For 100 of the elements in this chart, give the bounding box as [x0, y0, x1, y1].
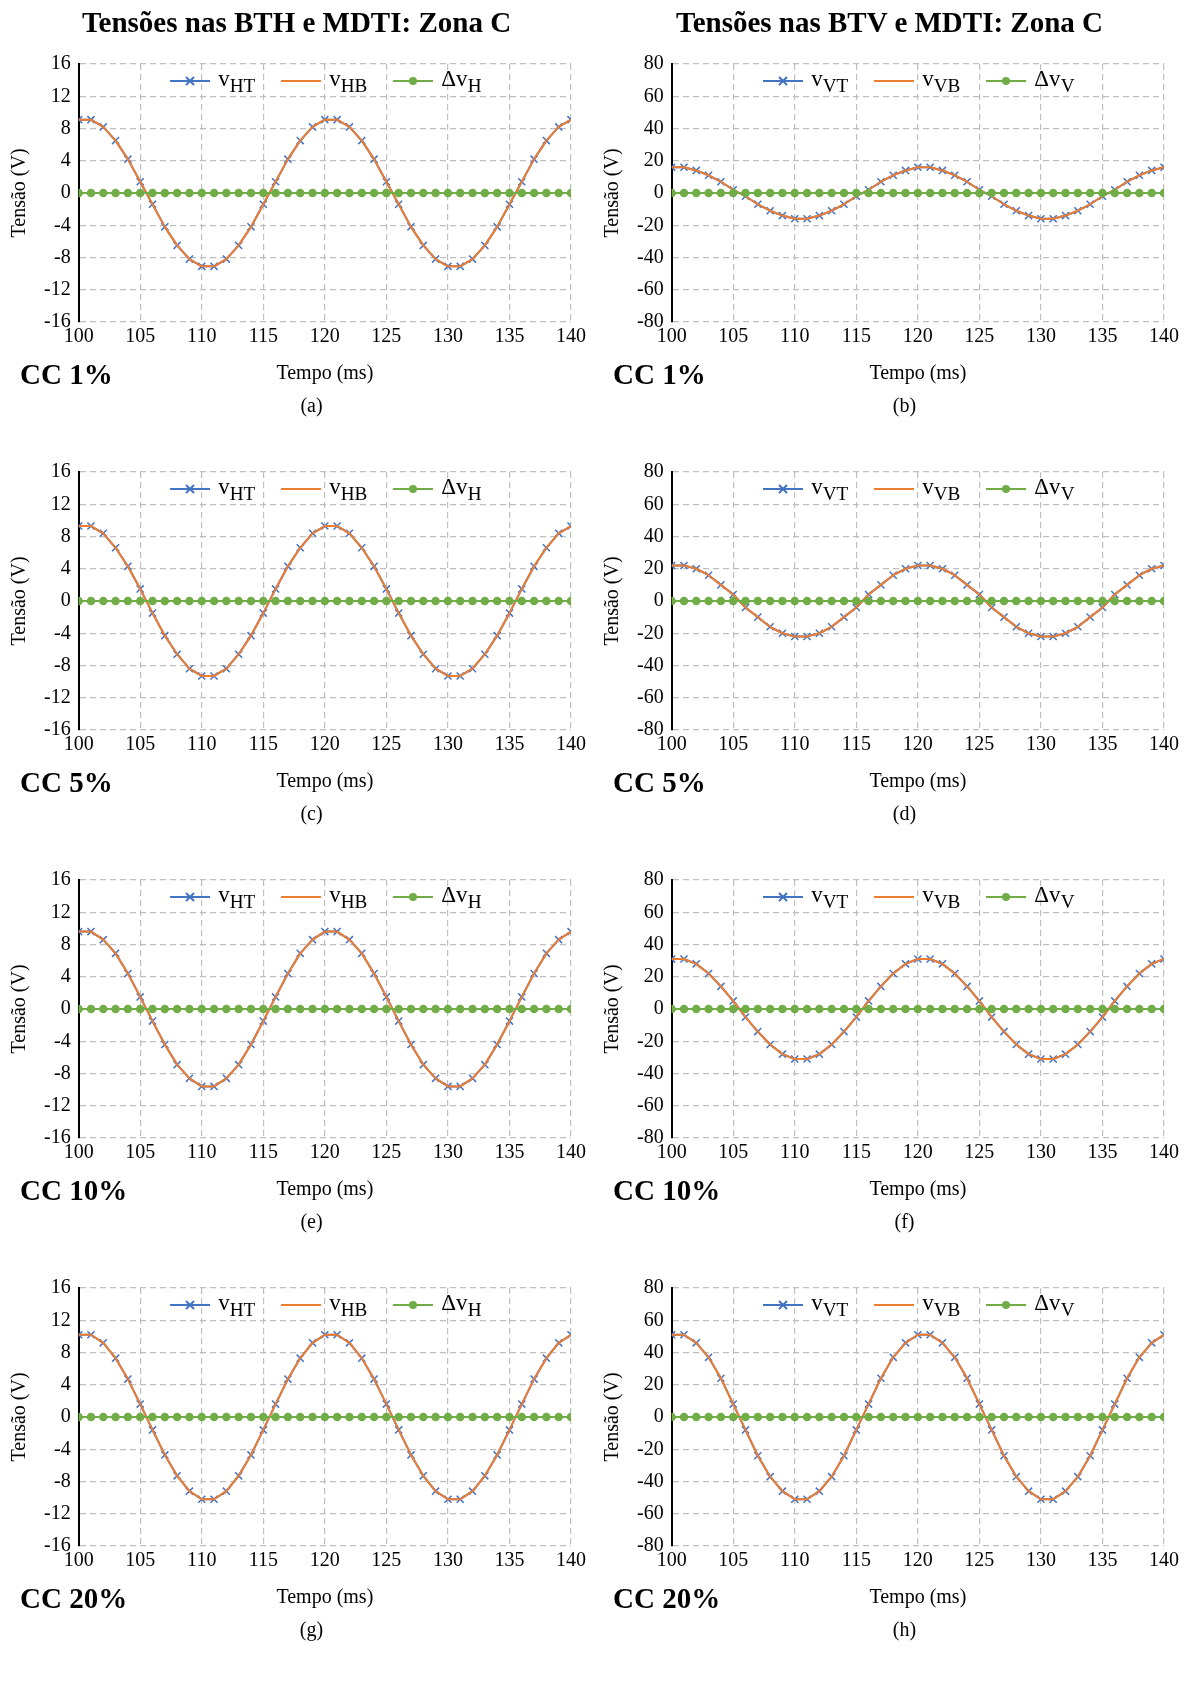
x-tick-label: 115: [841, 1140, 871, 1163]
y-tick-label: -60: [636, 1093, 664, 1115]
x-tick-label: 125: [371, 324, 402, 347]
x-tick-label: 135: [1087, 324, 1118, 347]
x-tick-label: 125: [964, 1548, 995, 1571]
x-axis-title: Tempo (ms): [276, 1585, 374, 1609]
x-tick-label: 130: [1025, 732, 1056, 755]
y-tick-label: -20: [636, 1436, 664, 1459]
x-axis-title: Tempo (ms): [276, 769, 374, 793]
x-tick-label: 135: [1087, 732, 1118, 755]
text: (d): [891, 802, 918, 825]
y-tick-label: 80: [643, 51, 664, 74]
text: CC 1%: [613, 358, 706, 391]
legend-label: v$_{HT}$: [218, 882, 256, 913]
y-tick-label: 80: [643, 1275, 664, 1298]
x-tick-label: 130: [1025, 1140, 1056, 1163]
x-tick-label: 120: [309, 1548, 340, 1571]
x-tick-label: 135: [1087, 1548, 1118, 1571]
y-tick-label: 0: [653, 1404, 664, 1427]
legend-label: Δv$_{H}$: [441, 474, 482, 505]
y-axis-title: Tensão (V): [600, 964, 624, 1054]
y-tick-label: 20: [643, 964, 664, 986]
y-tick-label: -20: [636, 1028, 664, 1051]
text: CC 1%: [20, 358, 113, 391]
y-tick-label: 12: [50, 899, 71, 922]
y-tick-label: -20: [636, 620, 664, 643]
x-tick-label: 110: [780, 324, 810, 347]
y-tick-label: 8: [60, 115, 71, 138]
legend-label: Δv$_{H}$: [441, 66, 482, 97]
y-tick-label: 8: [60, 1339, 71, 1362]
x-tick-label: 105: [718, 1140, 749, 1163]
x-tick-label: 110: [780, 732, 810, 755]
legend-label: v$_{VB}$: [922, 1290, 961, 1321]
y-tick-label: -40: [636, 1060, 664, 1083]
x-tick-label: 125: [964, 732, 995, 755]
y-tick-label: -4: [53, 1028, 71, 1051]
x-tick-label: 115: [248, 1140, 278, 1163]
y-tick-label: 12: [50, 1307, 71, 1330]
y-tick-label: 8: [60, 523, 71, 546]
y-tick-label: 40: [643, 1339, 664, 1362]
y-tick-label: -20: [636, 212, 664, 235]
y-tick-label: -12: [43, 685, 71, 707]
x-tick-label: 110: [187, 1140, 217, 1163]
y-tick-label: 20: [643, 556, 664, 578]
y-axis-title: Tensão (V): [7, 1372, 31, 1462]
x-tick-label: 110: [780, 1140, 810, 1163]
y-tick-label: -12: [43, 277, 71, 299]
x-tick-label: 130: [432, 732, 463, 755]
legend-label: v$_{HT}$: [218, 66, 256, 97]
legend-label: v$_{HB}$: [329, 66, 368, 97]
x-tick-label: 125: [964, 324, 995, 347]
y-tick-label: 20: [643, 148, 664, 170]
x-tick-label: 135: [494, 1548, 525, 1571]
x-tick-label: 140: [556, 1548, 586, 1571]
y-tick-label: 40: [643, 931, 664, 954]
x-tick-label: 105: [718, 732, 749, 755]
x-tick-label: 135: [494, 324, 525, 347]
y-tick-label: 0: [653, 588, 664, 611]
x-tick-label: 115: [248, 324, 278, 347]
x-tick-label: 120: [309, 1140, 340, 1163]
x-tick-label: 110: [187, 324, 217, 347]
y-tick-label: 60: [643, 83, 664, 106]
text: (a): [299, 394, 324, 417]
legend-label: Δv$_{V}$: [1034, 1290, 1075, 1321]
x-tick-label: 140: [1149, 324, 1179, 347]
x-tick-label: 120: [309, 324, 340, 347]
y-tick-label: 80: [643, 867, 664, 890]
text: (e): [299, 1210, 324, 1233]
x-tick-label: 125: [371, 1140, 402, 1163]
x-axis-title: Tempo (ms): [276, 1177, 374, 1201]
x-tick-label: 135: [494, 732, 525, 755]
y-tick-label: 4: [60, 556, 71, 578]
y-tick-label: -60: [636, 1501, 664, 1523]
legend-label: v$_{HB}$: [329, 1290, 368, 1321]
chart-title: Tensões nas BTH e MDTI: Zona C: [80, 5, 513, 40]
y-tick-label: 0: [60, 180, 71, 203]
x-tick-label: 120: [902, 732, 933, 755]
y-tick-label: 40: [643, 115, 664, 138]
y-tick-label: -60: [636, 277, 664, 299]
legend-label: v$_{VT}$: [811, 66, 849, 97]
y-tick-label: -4: [53, 212, 71, 235]
legend-label: v$_{VT}$: [811, 474, 849, 505]
y-tick-label: 0: [653, 996, 664, 1019]
y-tick-label: 4: [60, 1372, 71, 1394]
x-tick-label: 125: [964, 1140, 995, 1163]
y-tick-label: 16: [50, 51, 71, 74]
text: (b): [891, 394, 918, 417]
y-axis-title: Tensão (V): [7, 964, 31, 1054]
x-tick-label: 115: [841, 732, 871, 755]
y-tick-label: 60: [643, 491, 664, 514]
x-tick-label: 120: [902, 1140, 933, 1163]
text: CC 20%: [20, 1582, 128, 1615]
y-tick-label: -4: [53, 620, 71, 643]
y-tick-label: 4: [60, 148, 71, 170]
y-tick-label: 0: [653, 180, 664, 203]
x-tick-label: 115: [841, 1548, 871, 1571]
legend-label: Δv$_{V}$: [1034, 66, 1075, 97]
x-tick-label: 105: [718, 1548, 749, 1571]
x-axis-title: Tempo (ms): [869, 361, 967, 385]
x-tick-label: 105: [125, 732, 156, 755]
